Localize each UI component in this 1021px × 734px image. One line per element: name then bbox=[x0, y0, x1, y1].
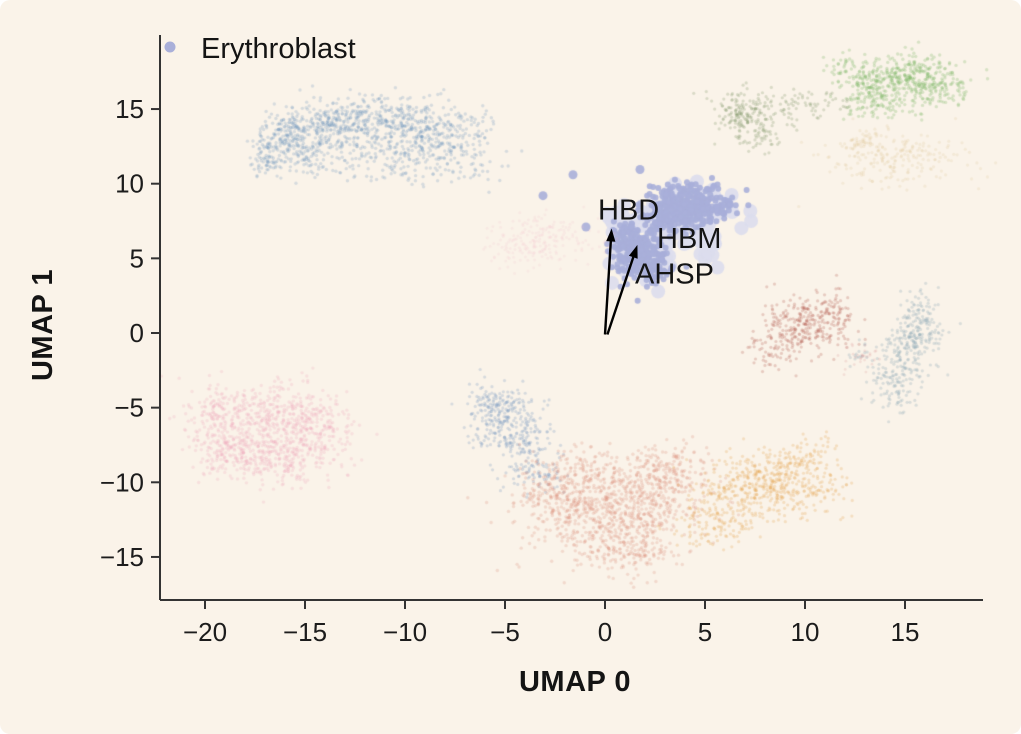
y-tick-label: 15 bbox=[115, 94, 144, 124]
y-tick-label: 0 bbox=[130, 318, 144, 348]
legend-label: Erythroblast bbox=[201, 33, 356, 65]
annotation-arrow bbox=[606, 254, 636, 335]
x-tick-label: −20 bbox=[183, 617, 227, 647]
x-tick-label: 0 bbox=[598, 617, 612, 647]
y-tick-label: 5 bbox=[130, 243, 144, 273]
gene-annotation-label: AHSP bbox=[635, 259, 714, 291]
y-tick-label: 10 bbox=[115, 169, 144, 199]
x-tick-label: −10 bbox=[383, 617, 427, 647]
gene-annotation-label: HBD bbox=[598, 195, 659, 227]
x-tick-label: −15 bbox=[283, 617, 327, 647]
x-tick-label: −5 bbox=[490, 617, 520, 647]
y-tick-label: −15 bbox=[100, 542, 144, 572]
x-tick-label: 5 bbox=[698, 617, 712, 647]
x-tick-label: 10 bbox=[791, 617, 820, 647]
gene-annotation-label: HBM bbox=[657, 223, 721, 255]
x-tick-label: 15 bbox=[891, 617, 920, 647]
y-axis-label: UMAP 1 bbox=[27, 269, 59, 381]
legend-marker-icon bbox=[164, 41, 176, 53]
y-tick-label: −10 bbox=[100, 467, 144, 497]
y-tick-label: −5 bbox=[114, 393, 144, 423]
annotation-arrowhead-icon bbox=[628, 244, 638, 259]
annotation-arrow bbox=[603, 238, 613, 335]
legend: Erythroblast bbox=[164, 33, 356, 65]
axis-ticks: −20 −15 −10 −5 0 5 10 15 15 10 5 0 −5 −10 −15 bbox=[100, 94, 920, 647]
x-axis-label: UMAP 0 bbox=[519, 666, 631, 698]
annotation-arrowhead-icon bbox=[606, 228, 616, 242]
